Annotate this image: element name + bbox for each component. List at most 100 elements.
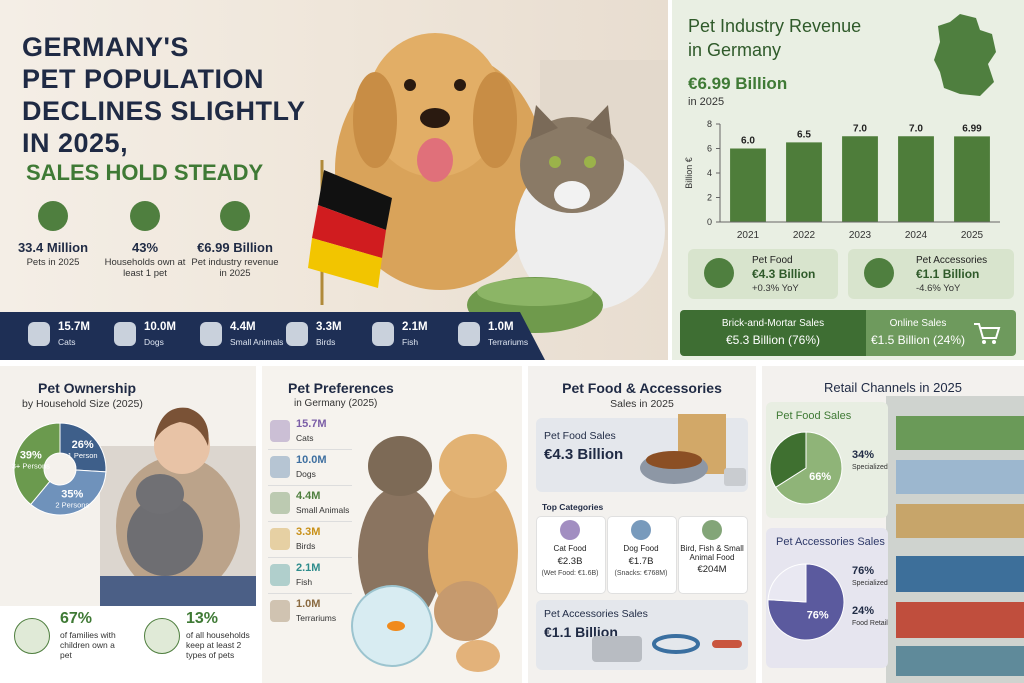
- germany-shape: [934, 14, 996, 96]
- cart-wheel: [982, 340, 986, 344]
- person-face: [154, 418, 210, 474]
- donut-value-label: 26%: [72, 439, 94, 451]
- pet-count-label: Dogs: [144, 337, 164, 347]
- accessories-card: [536, 600, 748, 670]
- pet-icon: [286, 322, 308, 346]
- stat-icon: [38, 201, 68, 231]
- y-tick-label: 2: [707, 193, 712, 203]
- pie-legend-label: Specialized Pet Stores: [852, 580, 888, 587]
- fish: [387, 621, 405, 631]
- pie-slice: [769, 431, 807, 488]
- pet-count-bar: [0, 312, 545, 360]
- x-tick-label: 2024: [905, 230, 928, 241]
- ownership-title: Pet Ownership: [38, 380, 137, 396]
- pref-icon: [270, 600, 290, 622]
- pie-slice: [774, 431, 843, 505]
- category-note: (Snacks: €768M): [614, 570, 668, 577]
- pref-icon: [270, 564, 290, 586]
- fact-value: 67%: [60, 610, 93, 627]
- jeans: [100, 576, 256, 606]
- cat-eye: [549, 156, 561, 168]
- segment-change: -4.6% YoY: [916, 283, 961, 294]
- stat-icon: [220, 201, 250, 231]
- channel-title: Online Sales: [889, 318, 947, 329]
- segment-title: Pet Food: [752, 255, 793, 266]
- pref-value: 4.4M: [296, 490, 321, 502]
- segment-value: €1.1 Billion: [916, 267, 980, 281]
- pie-legend-value: 24%: [852, 605, 874, 617]
- pref-icon: [270, 492, 290, 514]
- shelf-toys: [896, 646, 1024, 676]
- dog-tongue: [417, 138, 453, 182]
- pet-icon: [200, 322, 222, 346]
- y-tick-label: 0: [707, 217, 712, 227]
- donut-value-label: 35%: [61, 488, 83, 500]
- donut-slice: [13, 422, 61, 506]
- pet-count-value: 1.0M: [488, 321, 514, 333]
- pet-icon: [114, 322, 136, 346]
- rabbit: [434, 581, 498, 641]
- bar: [730, 148, 766, 222]
- cat-muzzle: [554, 181, 590, 209]
- dog-eye: [454, 79, 466, 91]
- pie-value-label: 76%: [807, 609, 829, 621]
- pet-count-label: Small Animals: [230, 337, 284, 347]
- bar-value-label: 6.0: [741, 136, 755, 147]
- category-name: Cat Food: [553, 544, 587, 553]
- cat-body: [127, 496, 203, 576]
- preferences-list: 15.7M Cats 10.0M Dogs 4.4M Small Animals 3.3M B…: [268, 418, 354, 678]
- revenue-headline: €6.99 Billion: [688, 74, 788, 93]
- pref-divider: [268, 593, 352, 594]
- food-can: [724, 468, 746, 486]
- cat-head: [520, 117, 624, 213]
- bar: [786, 142, 822, 222]
- fact-label: of all households keep at least 2 types …: [186, 630, 250, 660]
- preferences-title: Pet Preferences: [288, 380, 394, 396]
- pref-value: 1.0M: [296, 598, 321, 610]
- category-value: €1.7B: [628, 556, 654, 567]
- pet-count-value: 10.0M: [144, 321, 176, 333]
- x-tick-label: 2022: [793, 230, 816, 241]
- pref-divider: [268, 557, 352, 558]
- stat-label: Households own at least 1 pet: [104, 257, 186, 279]
- revenue-title: Pet Industry Revenue: [688, 16, 862, 36]
- donut-slice: [59, 422, 107, 473]
- stat-value: 43%: [131, 240, 159, 255]
- segment-title: Pet Accessories: [916, 255, 988, 266]
- donut-slice: [29, 469, 107, 516]
- food-accessories-title: Pet Food & Accessories: [562, 380, 722, 396]
- bowl-rim: [477, 278, 593, 306]
- shelf-products: [896, 460, 1024, 494]
- hero-photo: [308, 33, 668, 333]
- pref-divider: [268, 485, 352, 486]
- dog-nose: [420, 108, 450, 128]
- pet-count-value: 4.4M: [230, 321, 256, 333]
- channel-value: €5.3 Billion (76%): [725, 333, 821, 347]
- pet-count-value: 3.3M: [316, 321, 342, 333]
- flag-black: [318, 170, 392, 230]
- pref-icon: [270, 528, 290, 550]
- pie-legend-value: 76%: [852, 565, 874, 577]
- pie-title: Pet Food Sales: [776, 410, 852, 422]
- category-icon: [702, 520, 722, 540]
- cat-head: [368, 436, 432, 496]
- stat-value: €6.99 Billion: [197, 240, 273, 255]
- donut-category-label: 3+ Persons: [12, 461, 50, 470]
- channel-title: Brick-and-Mortar Sales: [721, 318, 825, 329]
- pet-count-row: 15.7M Cats 10.0M Dogs 4.4M Small Animals 3.3M B…: [0, 312, 545, 360]
- food-accessories-panel: Pet Food & Accessories Sales in 2025 Pet…: [528, 366, 756, 683]
- rope-toy: [712, 640, 742, 648]
- pie-title: Pet Accessories Sales: [776, 536, 885, 548]
- category-name: Dog Food: [623, 544, 659, 553]
- flag-red: [312, 205, 386, 258]
- revenue-headline-note: in 2025: [688, 96, 725, 108]
- preferences-panel: Pet Preferences in Germany (2025) 15.7M C…: [262, 366, 522, 683]
- category-value: €204M: [697, 564, 727, 575]
- dog-eye: [404, 79, 416, 91]
- cart-wheel: [992, 340, 996, 344]
- shelf-photo: [886, 396, 1024, 683]
- food-value: €4.3 Billion: [544, 446, 624, 463]
- food-accessories-subtitle: Sales in 2025: [610, 398, 674, 410]
- flag-gold: [308, 238, 382, 288]
